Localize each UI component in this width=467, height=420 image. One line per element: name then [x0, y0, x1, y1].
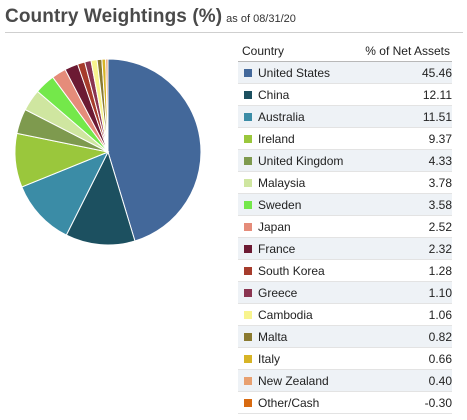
- table-body: United States 45.46 China 12.11 Australia 11.…: [238, 61, 452, 414]
- net-assets-value-malaysia: 3.78: [352, 171, 452, 194]
- country-name-malaysia: Malaysia: [258, 171, 353, 194]
- table-row: New Zealand 0.40: [238, 369, 452, 392]
- net-assets-value-australia: 11.51: [352, 105, 452, 128]
- table-row: Other/Cash -0.30: [238, 391, 452, 414]
- table-header-row: Country % of Net Assets: [238, 40, 452, 62]
- country-name-greece: Greece: [258, 281, 353, 304]
- legend-swatch-cell: [238, 325, 258, 348]
- chart-title: Country Weightings (%): [5, 6, 223, 27]
- pie-slice-united-states[interactable]: [107, 58, 202, 242]
- legend-swatch-greece: [244, 289, 252, 298]
- country-name-south-korea: South Korea: [258, 259, 353, 282]
- legend-swatch-united-kingdom: [244, 157, 252, 166]
- chart-header: Country Weightings (%) as of 08/31/20: [5, 6, 463, 33]
- net-assets-value-ireland: 9.37: [352, 127, 452, 150]
- legend-swatch-other-cash: [244, 399, 252, 408]
- legend-swatch-cambodia: [244, 311, 252, 320]
- legend-swatch-cell: [238, 369, 258, 392]
- country-name-cambodia: Cambodia: [258, 303, 353, 326]
- legend-swatch-cell: [238, 281, 258, 304]
- net-assets-value-italy: 0.66: [352, 347, 452, 370]
- column-header-country: Country: [238, 40, 353, 62]
- net-assets-value-malta: 0.82: [352, 325, 452, 348]
- net-assets-value-greece: 1.10: [352, 281, 452, 304]
- legend-swatch-new-zealand: [244, 377, 252, 386]
- column-header-net-assets: % of Net Assets: [352, 40, 452, 62]
- country-name-united-kingdom: United Kingdom: [258, 149, 353, 172]
- pie-chart: [8, 52, 208, 252]
- legend-swatch-malta: [244, 333, 252, 342]
- pie-slice-australia[interactable]: [21, 151, 110, 236]
- legend-swatch-australia: [244, 113, 252, 122]
- table-row: Italy 0.66: [238, 347, 452, 370]
- as-of-date: as of 08/31/20: [226, 13, 296, 25]
- net-assets-value-china: 12.11: [352, 83, 452, 106]
- legend-swatch-cell: [238, 391, 258, 414]
- net-assets-value-cambodia: 1.06: [352, 303, 452, 326]
- table-row: Malta 0.82: [238, 325, 452, 348]
- legend-swatch-italy: [244, 355, 252, 364]
- net-assets-value-japan: 2.52: [352, 215, 452, 238]
- country-name-japan: Japan: [258, 215, 353, 238]
- table-row: Japan 2.52: [238, 215, 452, 238]
- legend-swatch-cell: [238, 193, 258, 216]
- legend-swatch-cell: [238, 259, 258, 282]
- legend-swatch-cell: [238, 171, 258, 194]
- country-name-other-cash: Other/Cash: [258, 391, 353, 414]
- legend-swatch-cell: [238, 237, 258, 260]
- table-row: Cambodia 1.06: [238, 303, 452, 326]
- table-row: Australia 11.51: [238, 105, 452, 128]
- legend-swatch-cell: [238, 149, 258, 172]
- weightings-table: Country % of Net Assets United States 45.…: [238, 40, 452, 414]
- legend-swatch-sweden: [244, 201, 252, 210]
- country-name-united-states: United States: [258, 61, 353, 84]
- pie-slice-china[interactable]: [65, 150, 136, 246]
- country-name-china: China: [258, 83, 353, 106]
- net-assets-value-sweden: 3.58: [352, 193, 452, 216]
- legend-swatch-cell: [238, 83, 258, 106]
- legend-swatch-cell: [238, 127, 258, 150]
- legend-swatch-cell: [238, 347, 258, 370]
- net-assets-value-new-zealand: 0.40: [352, 369, 452, 392]
- legend-swatch-south-korea: [244, 267, 252, 276]
- net-assets-value-united-states: 45.46: [352, 61, 452, 84]
- net-assets-value-france: 2.32: [352, 237, 452, 260]
- country-name-australia: Australia: [258, 105, 353, 128]
- table-row: Sweden 3.58: [238, 193, 452, 216]
- country-name-sweden: Sweden: [258, 193, 353, 216]
- pie-chart-svg: [14, 58, 202, 246]
- legend-swatch-ireland: [244, 135, 252, 144]
- legend-swatch-cell: [238, 215, 258, 238]
- country-name-italy: Italy: [258, 347, 353, 370]
- country-name-malta: Malta: [258, 325, 353, 348]
- legend-swatch-cell: [238, 105, 258, 128]
- table-row: France 2.32: [238, 237, 452, 260]
- pie-slice-new-zealand[interactable]: [105, 58, 109, 153]
- table-row: United Kingdom 4.33: [238, 149, 452, 172]
- table-row: Malaysia 3.78: [238, 171, 452, 194]
- net-assets-value-other-cash: -0.30: [352, 391, 452, 414]
- legend-swatch-france: [244, 245, 252, 254]
- legend-swatch-cell: [238, 61, 258, 84]
- table-row: South Korea 1.28: [238, 259, 452, 282]
- table-row: United States 45.46: [238, 61, 452, 84]
- country-name-ireland: Ireland: [258, 127, 353, 150]
- legend-swatch-cell: [238, 303, 258, 326]
- table-row: Greece 1.10: [238, 281, 452, 304]
- legend-swatch-united-states: [244, 69, 252, 78]
- legend-swatch-china: [244, 91, 252, 100]
- net-assets-value-united-kingdom: 4.33: [352, 149, 452, 172]
- legend-swatch-malaysia: [244, 179, 252, 188]
- country-name-france: France: [258, 237, 353, 260]
- legend-swatch-japan: [244, 223, 252, 232]
- country-name-new-zealand: New Zealand: [258, 369, 353, 392]
- table-row: Ireland 9.37: [238, 127, 452, 150]
- net-assets-value-south-korea: 1.28: [352, 259, 452, 282]
- table-row: China 12.11: [238, 83, 452, 106]
